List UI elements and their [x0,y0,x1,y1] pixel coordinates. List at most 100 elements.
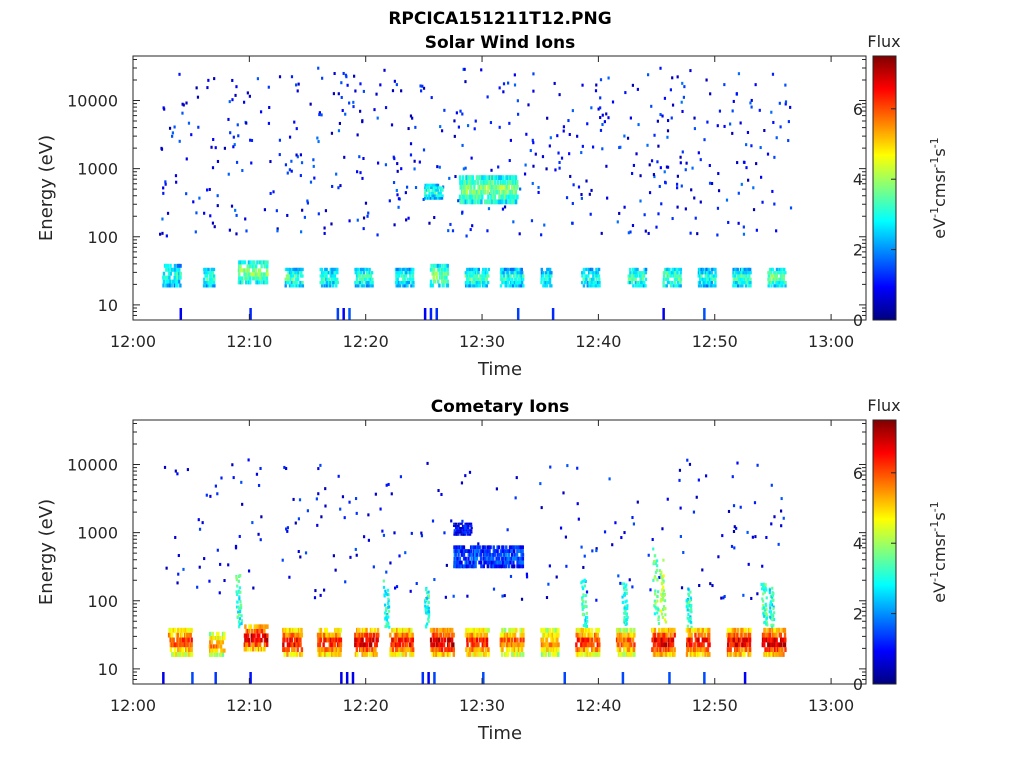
flux-pixel [485,284,488,288]
flux-pixel [699,200,702,204]
flux-pixel [442,642,446,648]
flux-pixel [428,189,431,192]
flux-pixel [665,284,668,288]
flux-pixel [735,284,738,288]
flux-pixel [758,108,761,112]
flux-pixel [560,156,564,160]
flux-pixel [256,624,259,629]
flux-pixel [771,617,774,621]
flux-pixel [642,271,645,275]
flux-pixel [264,264,267,269]
flux-pixel [169,267,172,272]
flux-pixel [449,637,452,643]
flux-pixel [506,280,510,285]
flux-pixel [742,593,745,597]
flux-pixel [523,172,527,176]
flux-pixel [464,274,468,278]
flux-pixel [288,135,292,139]
flux-pixel [475,553,479,557]
flux-pixel [464,533,467,536]
flux-pixel [289,271,293,275]
flux-pixel [300,647,304,653]
flux-pixel [464,531,467,534]
flux-pixel [540,280,543,285]
flux-pixel [442,652,445,657]
flux-pixel [769,595,773,599]
flux-pixel [735,267,738,272]
flux-pixel [578,632,581,638]
flux-pixel [188,647,191,653]
flux-pixel [296,155,299,159]
flux-pixel [584,642,587,648]
flux-pixel [169,647,173,653]
flux-pixel [583,627,587,633]
flux-pixel [652,627,655,633]
flux-pixel [332,637,335,643]
flux-pixel [220,652,223,657]
flux-pixel [358,627,361,633]
flux-pixel [620,637,623,643]
flux-pixel [709,582,712,586]
flux-pixel [722,596,725,600]
flux-pixel [171,267,174,272]
flux-pixel [435,632,438,638]
flux-pixel [247,628,251,634]
flux-pixel [754,83,757,87]
flux-pixel [164,182,167,186]
flux-pixel [649,588,652,592]
flux-pixel [467,277,471,281]
flux-pixel [773,647,777,653]
flux-pixel [681,150,684,154]
flux-pixel [503,205,507,209]
flux-pixel [484,627,487,633]
flux-pixel [477,549,480,554]
flux-pixel [177,271,181,276]
flux-pixel [696,232,699,236]
flux-pixel [745,143,748,147]
flux-pixel [750,98,753,102]
flux-pixel [330,271,334,275]
flux-pixel [671,103,675,107]
flux-pixel [729,637,733,643]
flux-pixel [520,632,524,638]
flux-pixel [484,274,487,278]
flux-pixel [509,138,512,142]
flux-pixel [478,199,481,205]
flux-pixel [331,642,334,648]
flux-pixel [180,632,183,638]
flux-pixel [498,194,501,200]
flux-pixel [686,598,689,602]
flux-pixel [584,624,587,628]
flux-pixel [427,615,430,619]
flux-pixel [319,627,323,633]
flux-pixel [477,647,480,653]
flux-pixel [480,564,483,569]
flux-pixel [738,652,741,657]
flux-pixel [404,642,407,648]
flux-pixel [181,647,185,653]
flux-pixel [483,284,486,288]
flux-pixel [457,529,460,532]
flux-pixel [768,588,771,592]
flux-pixel [660,612,664,616]
flux-pixel [210,635,213,641]
flux-pixel [425,194,428,198]
flux-pixel [468,632,472,638]
flux-pixel [179,271,182,276]
flux-pixel [450,637,454,643]
flux-pixel [484,184,487,190]
flux-pixel [192,200,195,204]
flux-pixel [581,652,584,657]
flux-pixel [369,637,372,643]
flux-pixel [546,647,549,653]
flux-pixel [466,267,469,272]
flux-pixel [461,143,464,147]
y-tick-label: 10 [98,660,118,679]
flux-pixel [301,274,304,278]
flux-pixel [520,642,524,648]
flux-pixel [260,628,264,634]
flux-pixel [743,647,746,653]
flux-pixel [214,652,217,657]
flux-pixel [768,637,771,643]
flux-pixel [429,197,433,200]
